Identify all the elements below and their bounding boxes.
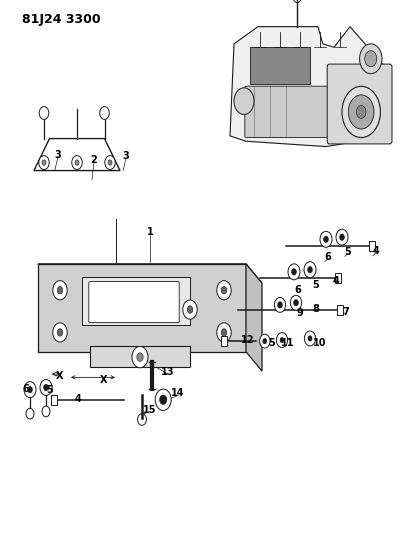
Circle shape bbox=[187, 306, 193, 313]
Text: 5: 5 bbox=[47, 385, 53, 395]
Circle shape bbox=[132, 346, 148, 368]
Circle shape bbox=[24, 382, 36, 398]
Circle shape bbox=[308, 336, 312, 341]
Circle shape bbox=[155, 389, 171, 410]
Circle shape bbox=[57, 329, 63, 336]
Circle shape bbox=[183, 300, 197, 319]
Circle shape bbox=[217, 280, 231, 300]
Text: 1: 1 bbox=[147, 227, 153, 237]
Polygon shape bbox=[230, 27, 390, 147]
FancyBboxPatch shape bbox=[337, 305, 343, 315]
Text: 6: 6 bbox=[295, 285, 301, 295]
Circle shape bbox=[42, 406, 50, 417]
Circle shape bbox=[53, 280, 67, 300]
Text: X: X bbox=[100, 375, 108, 385]
Text: 4: 4 bbox=[373, 246, 379, 255]
Circle shape bbox=[44, 384, 48, 391]
Text: 7: 7 bbox=[343, 308, 349, 317]
Circle shape bbox=[28, 386, 32, 393]
Circle shape bbox=[72, 156, 82, 169]
Circle shape bbox=[304, 262, 316, 278]
Circle shape bbox=[108, 160, 112, 165]
Circle shape bbox=[320, 231, 332, 247]
Text: 3: 3 bbox=[55, 150, 61, 159]
Text: 6: 6 bbox=[23, 384, 29, 394]
Circle shape bbox=[100, 107, 109, 119]
Text: 12: 12 bbox=[241, 335, 255, 345]
Circle shape bbox=[40, 379, 52, 395]
Circle shape bbox=[42, 160, 46, 165]
Text: 3: 3 bbox=[123, 151, 129, 160]
Circle shape bbox=[105, 156, 115, 169]
Text: 5: 5 bbox=[345, 247, 351, 256]
Text: 13: 13 bbox=[161, 367, 175, 377]
Text: 11: 11 bbox=[281, 338, 295, 348]
Circle shape bbox=[276, 333, 288, 348]
Polygon shape bbox=[38, 264, 262, 283]
Polygon shape bbox=[38, 264, 246, 352]
Circle shape bbox=[160, 395, 167, 405]
Text: X: X bbox=[56, 371, 63, 381]
Text: 6: 6 bbox=[325, 252, 331, 262]
Polygon shape bbox=[82, 277, 190, 325]
Circle shape bbox=[26, 408, 34, 419]
FancyBboxPatch shape bbox=[369, 241, 375, 251]
Circle shape bbox=[356, 106, 366, 118]
Circle shape bbox=[57, 287, 63, 294]
Circle shape bbox=[221, 329, 227, 336]
Text: 15: 15 bbox=[142, 406, 156, 415]
Circle shape bbox=[138, 414, 146, 425]
Circle shape bbox=[348, 95, 374, 129]
Text: 2: 2 bbox=[91, 155, 97, 165]
Circle shape bbox=[260, 334, 270, 348]
Circle shape bbox=[263, 338, 267, 344]
Text: 10: 10 bbox=[313, 338, 327, 348]
Circle shape bbox=[293, 0, 301, 3]
Polygon shape bbox=[34, 139, 120, 171]
Circle shape bbox=[365, 51, 377, 67]
Circle shape bbox=[292, 269, 296, 275]
Circle shape bbox=[342, 86, 380, 138]
FancyBboxPatch shape bbox=[245, 86, 335, 138]
Text: 9: 9 bbox=[297, 308, 303, 318]
Text: 81J24 3300: 81J24 3300 bbox=[22, 13, 101, 26]
Circle shape bbox=[280, 337, 284, 343]
Circle shape bbox=[290, 295, 302, 310]
Circle shape bbox=[308, 266, 312, 273]
Circle shape bbox=[360, 44, 382, 74]
Polygon shape bbox=[90, 346, 190, 367]
Text: 4: 4 bbox=[333, 277, 339, 286]
Circle shape bbox=[304, 331, 316, 346]
Circle shape bbox=[221, 287, 227, 294]
Circle shape bbox=[53, 323, 67, 342]
Text: 5: 5 bbox=[313, 280, 319, 289]
Circle shape bbox=[294, 300, 298, 306]
FancyBboxPatch shape bbox=[327, 64, 392, 144]
Circle shape bbox=[288, 264, 300, 280]
Polygon shape bbox=[250, 47, 310, 84]
Circle shape bbox=[75, 160, 79, 165]
Circle shape bbox=[137, 353, 143, 361]
FancyBboxPatch shape bbox=[335, 273, 341, 283]
Circle shape bbox=[39, 107, 49, 119]
Text: 5: 5 bbox=[268, 338, 274, 348]
Circle shape bbox=[274, 297, 286, 312]
Circle shape bbox=[278, 302, 282, 308]
Circle shape bbox=[217, 323, 231, 342]
Circle shape bbox=[39, 156, 49, 169]
Polygon shape bbox=[246, 264, 262, 371]
Circle shape bbox=[336, 229, 348, 245]
Circle shape bbox=[234, 88, 254, 115]
Circle shape bbox=[324, 236, 328, 243]
FancyBboxPatch shape bbox=[89, 281, 179, 322]
Circle shape bbox=[340, 234, 344, 240]
Text: 4: 4 bbox=[75, 394, 81, 403]
Text: 14: 14 bbox=[171, 389, 185, 398]
FancyBboxPatch shape bbox=[51, 395, 57, 405]
FancyBboxPatch shape bbox=[221, 336, 227, 346]
Text: 8: 8 bbox=[312, 304, 320, 314]
